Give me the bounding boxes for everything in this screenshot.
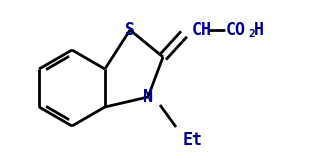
Text: CH: CH <box>192 21 212 39</box>
Text: Et: Et <box>183 131 203 149</box>
Text: S: S <box>125 21 135 39</box>
Text: 2: 2 <box>248 29 255 39</box>
Text: CO: CO <box>226 21 246 39</box>
Text: N: N <box>143 88 153 106</box>
Text: H: H <box>254 21 264 39</box>
